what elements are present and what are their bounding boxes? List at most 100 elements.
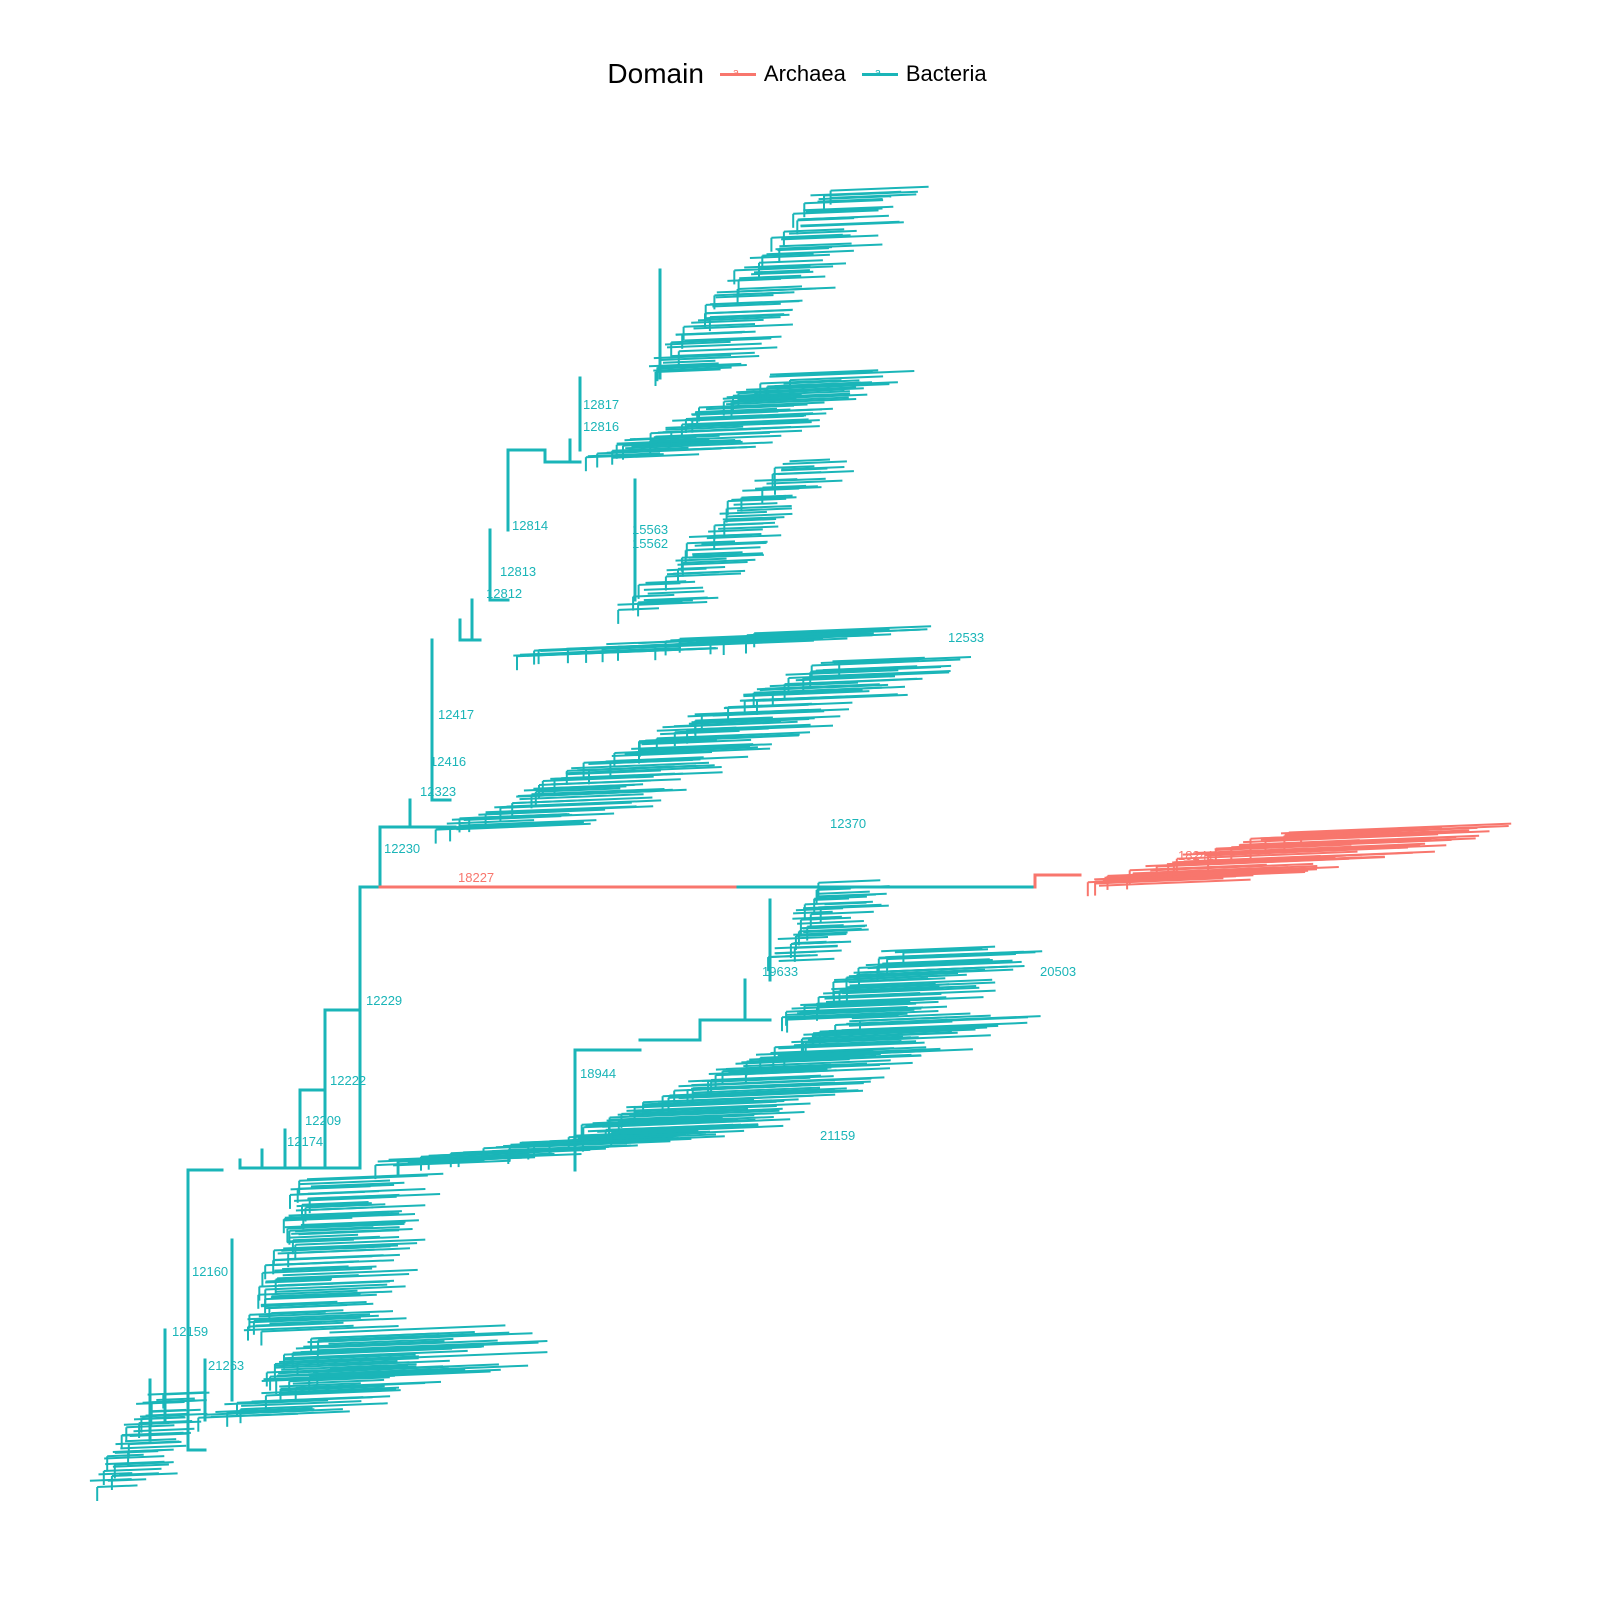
tip-branch: [832, 656, 925, 663]
tip-branch: [657, 362, 742, 369]
tip-branch: [759, 265, 811, 270]
tip-branch: [289, 1376, 390, 1383]
tip-branch: [308, 1193, 400, 1200]
tip-branch: [1204, 847, 1383, 857]
tip-branch: [683, 323, 756, 328]
tip-branch: [798, 927, 862, 933]
tip-branch: [841, 1021, 1028, 1032]
tip-branch: [265, 1283, 388, 1291]
tip-branch: [722, 516, 785, 521]
tip-branch: [779, 242, 852, 248]
branch-bacteria: [378, 825, 457, 889]
tip-branch: [629, 434, 720, 441]
tip-branch: [653, 431, 770, 439]
tip-branch: [686, 540, 736, 545]
clade-21159: [374, 1123, 784, 1180]
node-label: 12813: [500, 564, 536, 579]
tip-branch: [281, 1385, 385, 1392]
tip-branch: [227, 1408, 315, 1414]
tip-branch: [261, 1325, 399, 1333]
tip-branch: [317, 1340, 548, 1352]
tip-branch: [803, 671, 950, 680]
clade-12533: [513, 625, 932, 671]
tip-branch: [618, 1125, 750, 1133]
tip-branch: [282, 1268, 418, 1277]
tip-branch: [97, 1484, 138, 1488]
tip-branch: [675, 557, 727, 562]
tip-branch: [329, 1324, 506, 1334]
clade-top: [648, 185, 929, 386]
tip-branch: [695, 407, 778, 414]
tip-branch: [789, 458, 831, 463]
tip-branch: [631, 743, 754, 750]
tip-branch: [714, 291, 789, 297]
tip-branch: [793, 910, 833, 915]
tip-branch: [512, 799, 590, 805]
tip-branch: [561, 772, 675, 780]
tip-branch: [708, 528, 763, 533]
tip-branch: [105, 1460, 165, 1466]
tip-branch: [824, 992, 942, 1000]
tip-branch: [824, 885, 890, 890]
tip-branch: [756, 693, 908, 702]
tip-branch: [754, 478, 798, 482]
tip-branch: [691, 1076, 885, 1087]
tip-branch: [318, 1331, 510, 1342]
tip-branch: [782, 460, 847, 465]
node-label: 15562: [632, 536, 668, 551]
tip-branch: [698, 1084, 812, 1091]
tip-branch: [839, 658, 917, 664]
tip-branch: [692, 551, 743, 556]
node-label: 12816: [583, 419, 619, 434]
tip-branch: [731, 396, 849, 404]
tip-branch: [553, 783, 635, 790]
tree-clades: [89, 185, 1512, 1501]
tip-branch: [329, 1364, 409, 1370]
tip-branch: [629, 1110, 724, 1116]
tip-branch: [694, 541, 767, 547]
tip-branch: [671, 425, 820, 434]
tip-branch: [803, 904, 863, 910]
tip-branch: [777, 936, 829, 940]
tip-branch: [278, 1388, 397, 1395]
tip-branch: [774, 949, 842, 955]
tip-branch: [540, 647, 716, 657]
tip-branch: [592, 1117, 723, 1125]
tip-branch: [673, 569, 746, 575]
tip-branch: [732, 390, 850, 397]
tip-branch: [120, 1444, 187, 1450]
tip-branch: [704, 308, 793, 315]
tip-branch: [660, 729, 740, 736]
tip-branch: [797, 920, 864, 925]
tip-branch: [283, 1349, 468, 1360]
tip-branch: [1149, 866, 1289, 874]
tip-branch: [803, 205, 894, 212]
tip-branch: [787, 1014, 899, 1021]
node-label: 12817: [583, 397, 619, 412]
legend-key-archaea: a: [719, 64, 756, 84]
tip-branch: [656, 731, 811, 740]
tip-branch: [778, 957, 835, 962]
tip-branch: [769, 370, 915, 378]
tip-branch: [1177, 855, 1385, 866]
node-label: 20503: [1040, 964, 1076, 979]
tip-branch: [775, 370, 873, 377]
tip-branch: [803, 1036, 919, 1043]
tip-branch: [741, 1054, 921, 1064]
clade-20503: [781, 945, 1043, 1033]
tip-branch: [817, 996, 984, 1005]
tip-branch: [894, 947, 983, 954]
tip-branch: [643, 586, 704, 591]
branch-bacteria: [743, 978, 772, 1022]
tip-branch: [670, 351, 755, 358]
tip-branch: [766, 479, 843, 485]
legend-title: Domain: [607, 58, 704, 89]
tip-branch: [781, 1048, 973, 1058]
tip-branch: [795, 933, 847, 937]
tip-branch: [312, 1332, 440, 1340]
tip-branch: [297, 1183, 395, 1190]
tip-branch: [300, 1341, 539, 1354]
tip-branch: [497, 805, 654, 814]
tip-branch: [298, 1229, 400, 1236]
tip-branch: [793, 931, 848, 936]
